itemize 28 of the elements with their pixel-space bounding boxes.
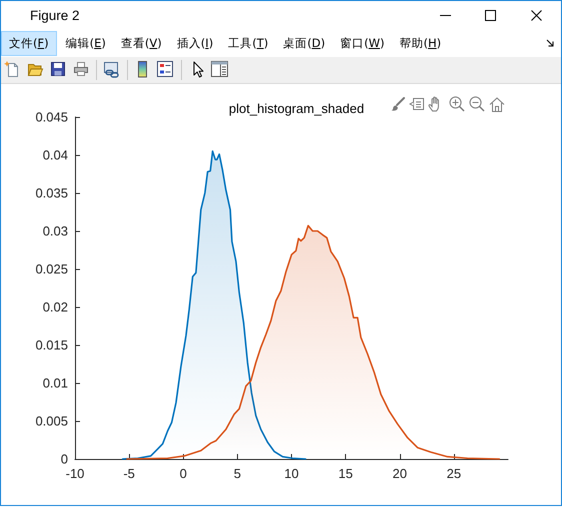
x-tick-label: 25 bbox=[446, 466, 462, 481]
menu-item: 查看(V) bbox=[120, 35, 163, 52]
menu-item: 编辑(E) bbox=[64, 35, 107, 52]
y-tick-label: 0 bbox=[60, 452, 68, 466]
y-tick-label: 0.045 bbox=[35, 110, 68, 124]
menu-item: 桌面(D) bbox=[282, 35, 326, 52]
y-tick-label: 0.035 bbox=[35, 186, 68, 200]
menu-item: 帮助(H) bbox=[398, 35, 442, 52]
menu-item: 插入(I) bbox=[176, 35, 214, 52]
menu-item: 文件(F) bbox=[1, 31, 57, 56]
x-tick-label: -10 bbox=[66, 466, 84, 481]
y-tick-label: 0.02 bbox=[42, 300, 68, 314]
y-tick-label: 0.005 bbox=[35, 414, 68, 428]
y-tick-label: 0.01 bbox=[42, 376, 68, 390]
y-tick-label: 0.015 bbox=[35, 338, 68, 352]
x-tick-label: 0 bbox=[180, 466, 187, 481]
x-tick-label: 15 bbox=[338, 466, 353, 481]
window-title: Figure 2 bbox=[30, 7, 80, 25]
x-tick-label: 20 bbox=[392, 466, 407, 481]
x-tick-label: -5 bbox=[123, 466, 135, 481]
y-tick-label: 0.03 bbox=[42, 224, 68, 238]
x-tick-label: 10 bbox=[284, 466, 299, 481]
chart-title: plot_histogram_shaded bbox=[228, 101, 364, 116]
menu-item: 窗口(W) bbox=[339, 35, 386, 52]
y-tick-label: 0.04 bbox=[42, 148, 68, 162]
x-tick-label: 5 bbox=[234, 466, 241, 481]
menu-item: 工具(T) bbox=[227, 35, 270, 52]
y-tick-label: 0.025 bbox=[35, 262, 68, 276]
